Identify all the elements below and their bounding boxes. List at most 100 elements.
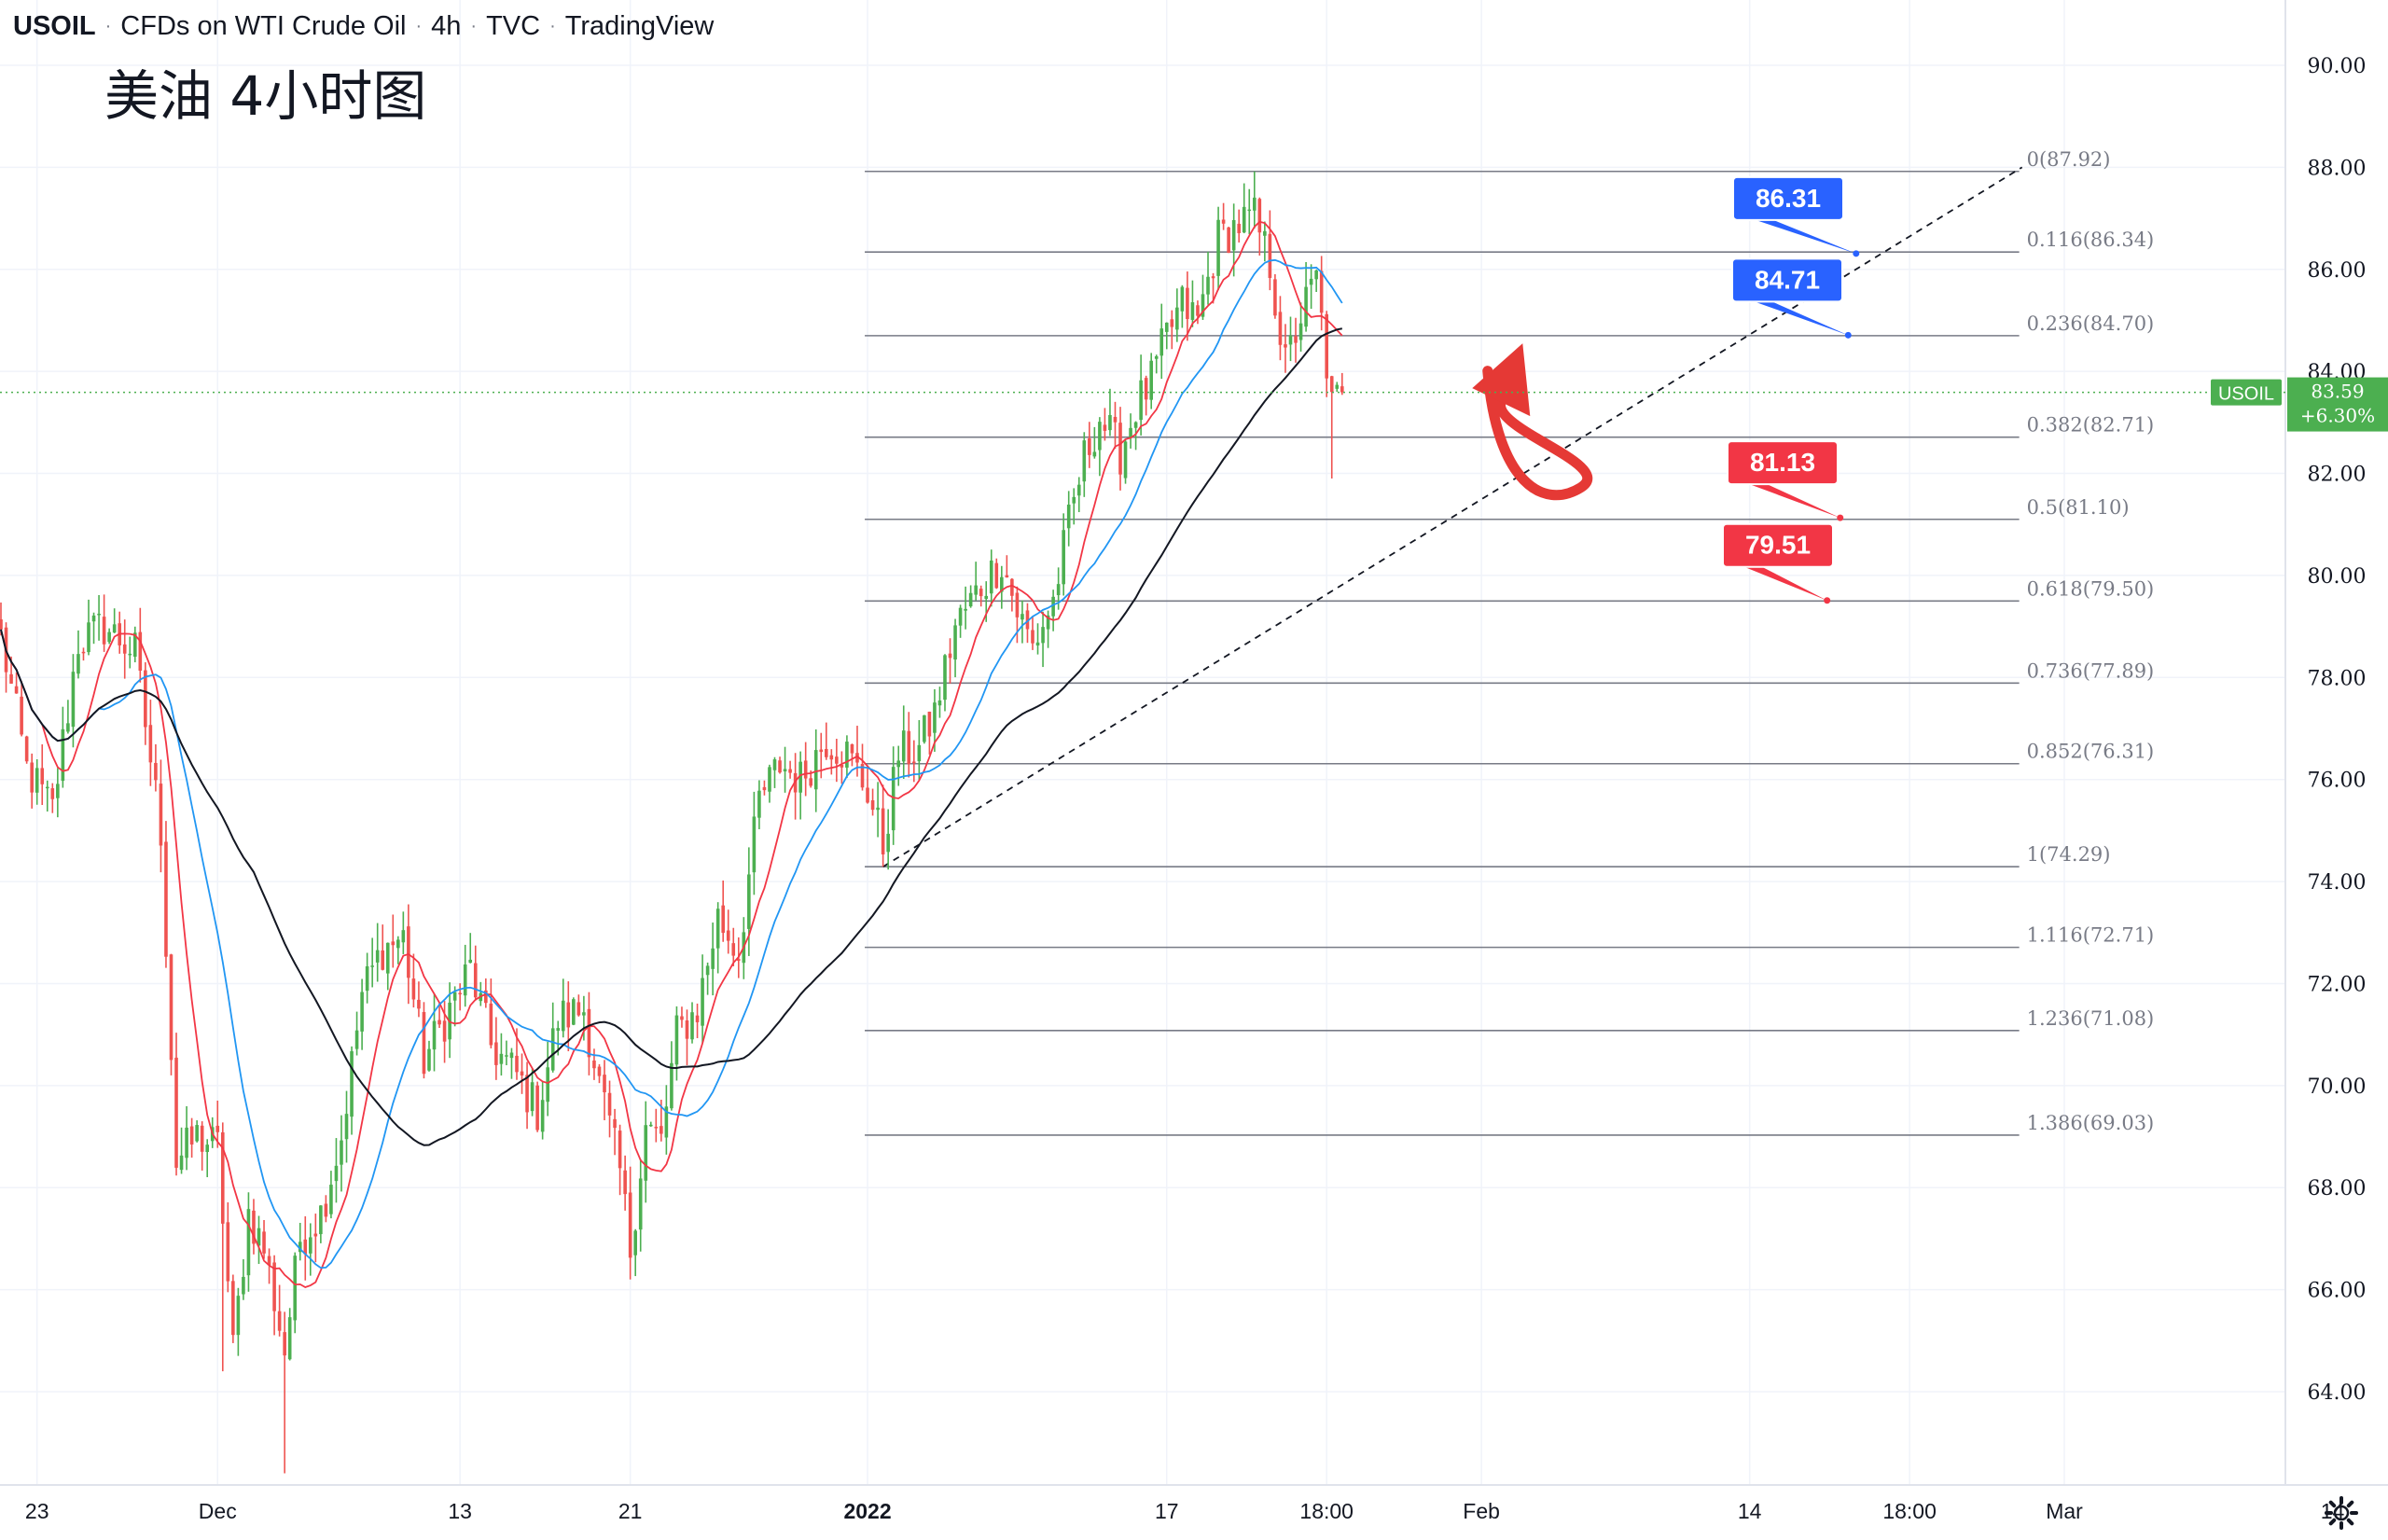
price-label-box[interactable] bbox=[1727, 440, 1839, 486]
candle-body bbox=[1170, 319, 1174, 327]
ma-fast-line bbox=[0, 220, 1343, 1288]
price-tag-symbol-box[interactable] bbox=[2211, 379, 2282, 406]
candle-body bbox=[303, 1239, 308, 1255]
price-label-box[interactable] bbox=[1731, 257, 1843, 303]
price-label-text: 79.51 bbox=[1745, 531, 1811, 560]
candle-body bbox=[870, 799, 875, 811]
candle-body bbox=[396, 939, 400, 949]
price-axis[interactable]: 90.0088.0086.0084.0082.0080.0078.0076.00… bbox=[0, 0, 2388, 1485]
candle-body bbox=[370, 965, 374, 967]
trendline[interactable] bbox=[882, 166, 2023, 867]
candle-body bbox=[1056, 584, 1061, 596]
candle-body bbox=[1149, 360, 1153, 400]
candle-body bbox=[128, 653, 132, 656]
candle-body bbox=[923, 715, 926, 742]
candle-body bbox=[267, 1256, 271, 1266]
candle-body bbox=[607, 1092, 612, 1116]
candle-body bbox=[855, 753, 859, 763]
candle-body bbox=[1263, 230, 1267, 236]
candle-body bbox=[850, 743, 854, 754]
price-label-box[interactable] bbox=[1722, 522, 1834, 568]
price-axis-tick: 88.00 bbox=[2308, 157, 2367, 180]
candle-body bbox=[592, 1060, 596, 1069]
candle-body bbox=[1041, 627, 1045, 644]
candle-body bbox=[891, 767, 896, 831]
candle-body bbox=[876, 807, 880, 811]
candle-body bbox=[953, 625, 957, 660]
candle-body bbox=[87, 622, 90, 653]
fib-level-label: 0.5(81.10) bbox=[2027, 496, 2130, 519]
candle-body bbox=[597, 1066, 602, 1076]
candle-body bbox=[1201, 294, 1205, 317]
candle-body bbox=[385, 942, 390, 974]
price-axis-tick: 64.00 bbox=[2308, 1381, 2367, 1405]
candle-body bbox=[664, 1106, 669, 1138]
candle-body bbox=[381, 950, 385, 970]
symbol-description: CFDs on WTI Crude Oil bbox=[120, 11, 407, 41]
settings-gear-icon[interactable] bbox=[2323, 1494, 2360, 1532]
candle-body bbox=[148, 725, 153, 763]
candle-body bbox=[1025, 610, 1030, 630]
time-axis[interactable]: 23 Dec 13 21 2022 17 18:00 Feb 14 18:00 Mar 14 bbox=[0, 1484, 2388, 1540]
candle-body bbox=[917, 744, 922, 762]
candle-body bbox=[540, 1100, 545, 1132]
candle-body bbox=[9, 673, 13, 684]
candle-body bbox=[354, 1030, 359, 1049]
candle-body bbox=[1051, 596, 1055, 617]
candle-body bbox=[107, 631, 111, 643]
candle-body bbox=[50, 788, 55, 799]
separator-dot: · bbox=[104, 16, 112, 36]
arrow-curve bbox=[1482, 366, 1593, 501]
candle-body bbox=[287, 1317, 292, 1360]
time-axis-background bbox=[0, 1485, 2388, 1540]
candle-body bbox=[1294, 336, 1298, 343]
fib-level-label: 0.852(76.31) bbox=[2027, 741, 2155, 763]
symbol-name[interactable]: USOIL bbox=[13, 11, 96, 41]
candle-body bbox=[587, 1008, 591, 1058]
candle-body bbox=[365, 965, 369, 992]
candle-body bbox=[66, 723, 70, 732]
candle-body bbox=[566, 1002, 571, 1028]
fib-level-label: 0.116(86.34) bbox=[2027, 229, 2155, 251]
candle-body bbox=[933, 702, 937, 733]
candle-body bbox=[102, 617, 106, 645]
arrow-head bbox=[1472, 343, 1531, 417]
candle-body bbox=[1325, 313, 1329, 379]
price-label-box[interactable] bbox=[1732, 175, 1844, 221]
candle-body bbox=[685, 1020, 689, 1039]
candle-body bbox=[411, 978, 416, 1000]
price-axis-tick: 90.00 bbox=[2308, 55, 2367, 78]
candle-body bbox=[762, 786, 767, 791]
candle-body bbox=[452, 992, 457, 1001]
candle-body bbox=[494, 1042, 498, 1065]
candle-body bbox=[1216, 219, 1220, 276]
candle-body bbox=[715, 909, 720, 949]
candle-body bbox=[1154, 355, 1159, 359]
candle-body bbox=[164, 841, 168, 957]
candle-body bbox=[1221, 219, 1226, 224]
candle-body bbox=[576, 1002, 581, 1016]
candle-body bbox=[1278, 312, 1283, 345]
candle-body bbox=[618, 1131, 622, 1169]
candle-body bbox=[613, 1118, 617, 1129]
candle-body bbox=[572, 999, 576, 1025]
candle-body bbox=[979, 589, 983, 597]
price-labels[interactable]: 86.31 84.71 81.13 79.51 bbox=[1722, 175, 1860, 604]
candle-body bbox=[138, 631, 143, 671]
trendline-dashed bbox=[882, 166, 2023, 867]
candle-body bbox=[654, 1127, 659, 1129]
fibonacci-retracement[interactable]: 0(87.92) 0.116(86.34) 0.236(84.70) 0.382(82… bbox=[865, 148, 2155, 1136]
candle-body bbox=[401, 930, 406, 943]
price-tag-box[interactable] bbox=[2287, 377, 2388, 432]
candle-body bbox=[948, 653, 952, 659]
interval-label[interactable]: 4h bbox=[431, 11, 462, 41]
candle-body bbox=[778, 760, 782, 773]
candle-body bbox=[644, 1125, 648, 1181]
time-axis-tick: 14 bbox=[1738, 1499, 1762, 1523]
candle-body bbox=[226, 1222, 230, 1282]
candle-body bbox=[154, 762, 158, 781]
time-axis-tick: 17 bbox=[1155, 1499, 1179, 1523]
candle-body bbox=[159, 784, 163, 846]
price-axis-tick: 82.00 bbox=[2308, 464, 2367, 487]
